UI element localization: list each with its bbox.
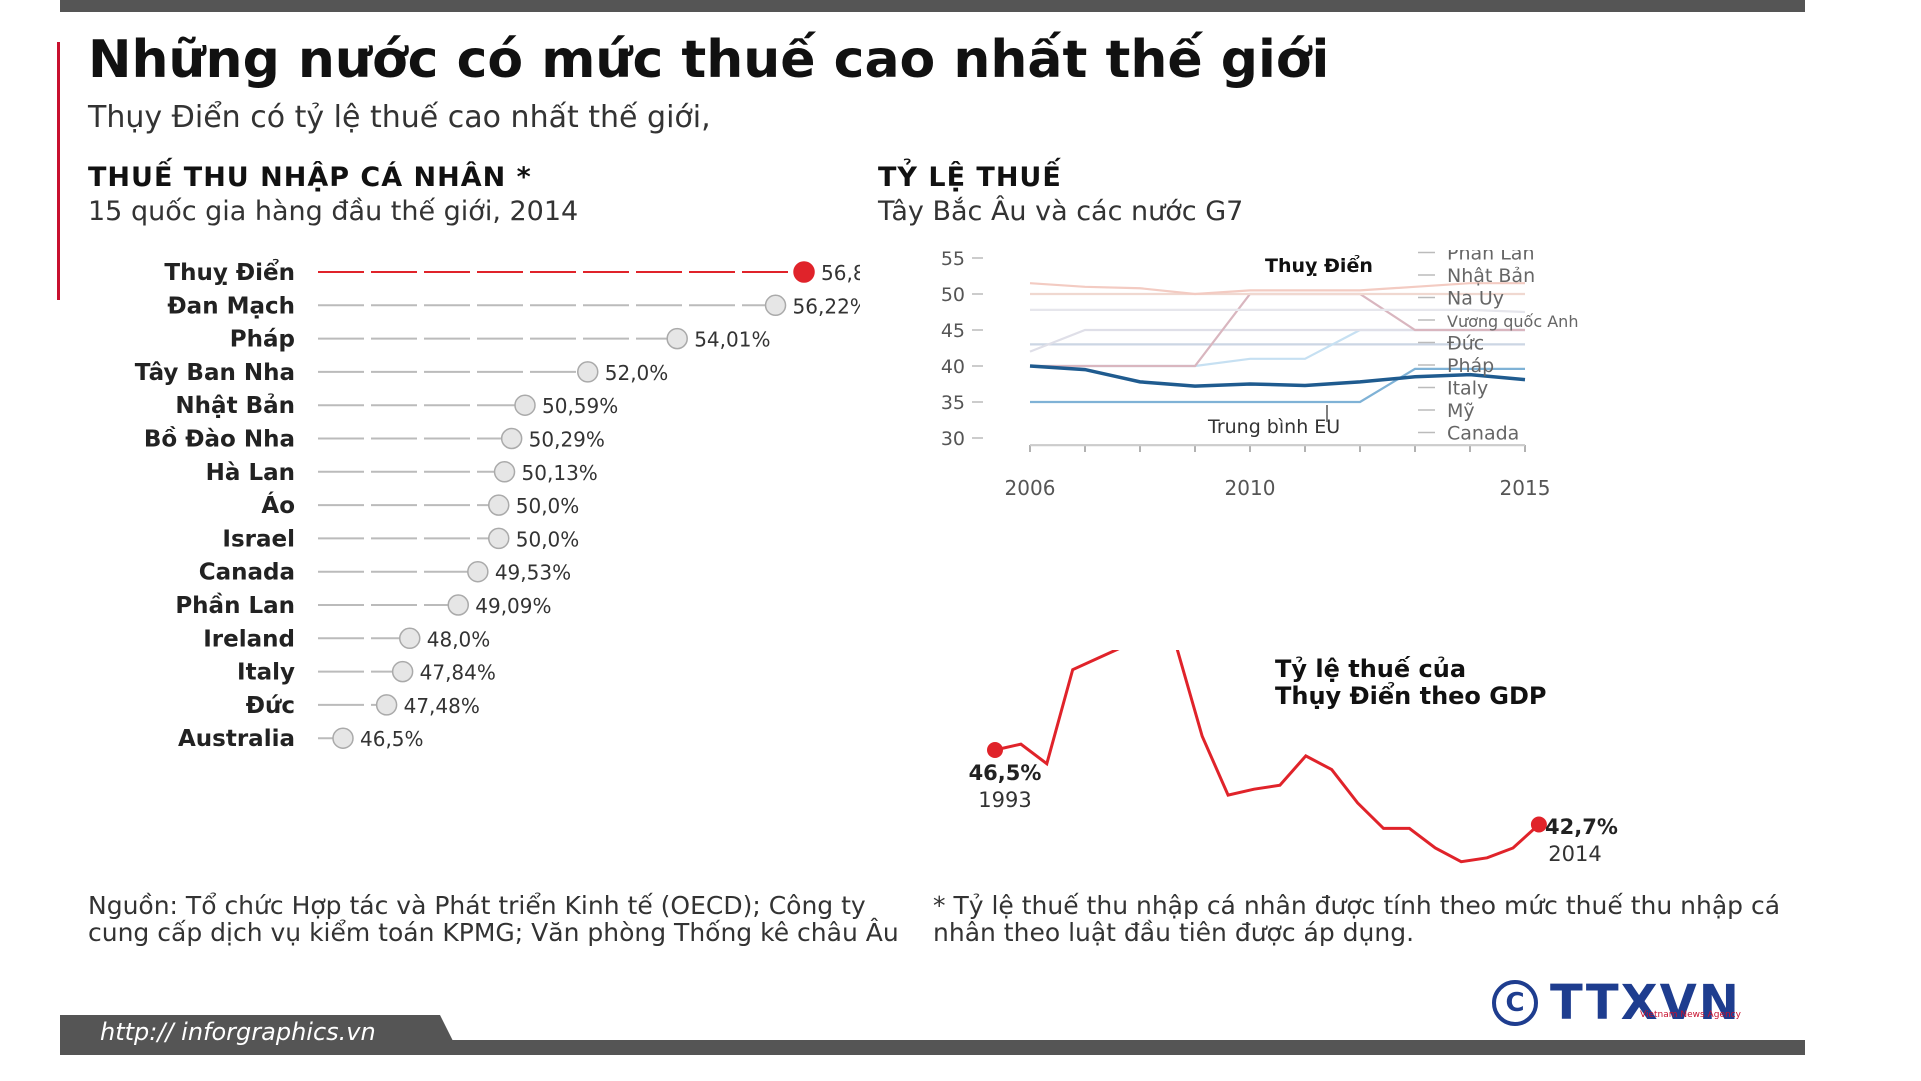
dot-marker [514, 394, 536, 416]
logo-subtext: Vietnam News Agency [1640, 1010, 1741, 1020]
y-tick-label: 40 [941, 356, 965, 378]
dot-category-label: Italy [237, 660, 295, 686]
dot-value-label: 48,0% [427, 627, 491, 651]
dot-value-label: 50,0% [516, 494, 580, 518]
y-tick-label: 55 [941, 250, 965, 270]
gdp-chart-title-line2: Thụy Điển theo GDP [1275, 680, 1547, 710]
legend-label: Canada [1447, 423, 1519, 445]
dot-marker [399, 627, 421, 650]
dot-marker [793, 261, 815, 283]
dot-value-label: 49,09% [475, 594, 551, 618]
gdp-start-year: 1993 [978, 788, 1031, 812]
ttxvn-logo: C TTXVN [1492, 975, 1741, 1031]
dot-value-label: 49,53% [495, 561, 571, 585]
y-tick-label: 30 [941, 428, 965, 450]
left-section-subheading: 15 quốc gia hàng đầu thế giới, 2014 [88, 196, 579, 227]
dot-marker [493, 461, 516, 483]
right-section-heading: TỶ LỆ THUẾ [878, 162, 1062, 193]
dot-value-label: 46,5% [360, 727, 424, 751]
gdp-end-year: 2014 [1548, 842, 1601, 866]
dot-value-label: 56,22% [793, 294, 860, 318]
dot-marker [488, 494, 510, 516]
dot-category-label: Nhật Bản [175, 393, 295, 419]
y-tick-label: 50 [941, 284, 965, 306]
dot-category-label: Australia [178, 726, 295, 752]
y-tick-label: 35 [941, 392, 965, 414]
dot-value-label: 52,0% [605, 361, 669, 385]
legend-label: Phần Lan [1447, 250, 1535, 265]
dot-category-label: Thuỵ Điển [164, 258, 295, 286]
line-series [1029, 364, 1526, 388]
gdp-end-point [1530, 816, 1547, 833]
dot-category-label: Canada [199, 560, 295, 586]
dot-category-label: Hà Lan [206, 460, 295, 486]
dot-marker [467, 560, 489, 583]
legend-label: Pháp [1447, 355, 1494, 377]
dot-value-label: 50,59% [542, 394, 618, 418]
line-series [1030, 367, 1525, 404]
infographic: Những nước có mức thuế cao nhất thế giới… [57, 0, 1805, 1060]
dot-value-label: 50,0% [516, 527, 580, 551]
legend-label: Na Uy [1447, 288, 1504, 310]
income-tax-dot-chart: Thuỵ Điển 56,86% Đan Mạch 56,22% Pháp 54,01% T… [135, 258, 860, 752]
dot-marker [500, 427, 523, 450]
dot-marker [447, 594, 470, 616]
dot-category-label: Bồ Đào Nha [144, 426, 295, 453]
right-section-subheading: Tây Bắc Âu và các nước G7 [878, 196, 1244, 227]
legend-label: Mỹ [1447, 400, 1475, 422]
left-section-heading: THUẾ THU NHẬP CÁ NHÂN * [88, 162, 532, 193]
y-tick-label: 45 [941, 320, 965, 342]
tax-rate-line-chart: 60%555045403530200620102015ArubaPhần Lan… [941, 250, 1579, 500]
x-tick-label: 2015 [1500, 476, 1551, 500]
page-subtitle: Thụy Điển có tỷ lệ thuế cao nhất thế giớ… [88, 100, 711, 135]
footnote: * Tỷ lệ thuế thu nhập cá nhân được tính … [933, 891, 1781, 947]
x-tick-label: 2006 [1005, 476, 1056, 500]
copyright-icon: C [1492, 980, 1538, 1026]
dot-value-label: 47,48% [404, 694, 480, 718]
dot-category-label: Đức [246, 693, 295, 719]
dot-value-label: 50,13% [522, 461, 598, 485]
logo-text: TTXVN [1550, 975, 1741, 1031]
annotation-eu-average: Trung bình EU [1207, 416, 1340, 438]
legend-label: Nhật Bản [1447, 265, 1535, 287]
gdp-chart-title-line1: Tỷ lệ thuế của [1275, 655, 1466, 683]
dot-marker [488, 527, 510, 550]
page-title: Những nước có mức thuế cao nhất thế giới [88, 30, 1330, 90]
top-bar [60, 0, 1805, 12]
accent-line [57, 42, 60, 300]
dot-category-label: Áo [261, 491, 295, 519]
gdp-end-value: 42,7% [1545, 815, 1618, 839]
dot-marker [577, 361, 599, 383]
dot-category-label: Ireland [203, 626, 295, 652]
dot-category-label: Tây Ban Nha [135, 360, 295, 386]
dot-marker [332, 727, 354, 749]
footer-url[interactable]: http:// inforgraphics.vn [100, 1018, 376, 1046]
dot-value-label: 50,29% [529, 428, 605, 452]
dot-marker [764, 294, 787, 317]
dot-value-label: 56,86% [821, 261, 860, 285]
legend-label: Italy [1447, 378, 1488, 400]
line-series [1030, 308, 1526, 314]
url-tab [60, 1015, 460, 1055]
dot-value-label: 54,01% [694, 328, 770, 352]
dot-category-label: Đan Mạch [167, 293, 295, 319]
dot-marker [375, 694, 398, 716]
gdp-start-value: 46,5% [969, 761, 1042, 785]
dot-category-label: Phần Lan [175, 592, 295, 619]
x-tick-label: 2010 [1225, 476, 1276, 500]
gdp-line [994, 650, 1540, 864]
dot-value-label: 47,84% [420, 661, 496, 685]
dot-marker [666, 327, 688, 350]
legend-label: Vương quốc Anh [1447, 312, 1578, 331]
source-note: Nguồn: Tổ chức Hợp tác và Phát triển Kin… [88, 891, 899, 947]
footer-bar [60, 1040, 1805, 1055]
dot-category-label: Israel [222, 526, 295, 552]
gdp-start-point [987, 742, 1003, 758]
line-series [1029, 282, 1525, 296]
annotation-sweden: Thuỵ Điển [1265, 254, 1373, 277]
legend-label: Đức [1447, 333, 1484, 355]
dot-category-label: Pháp [230, 327, 295, 353]
dot-marker [391, 660, 414, 683]
